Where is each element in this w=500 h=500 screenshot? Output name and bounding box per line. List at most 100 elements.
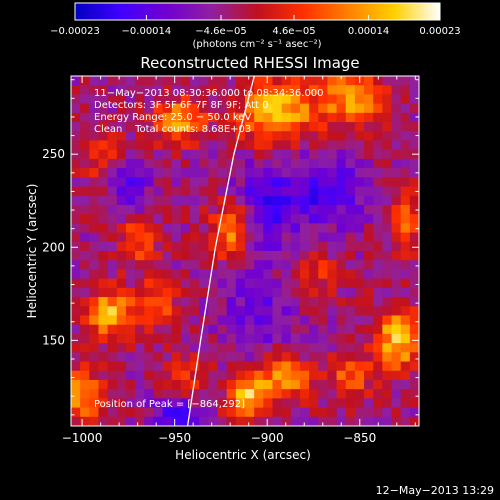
heatmap-cell xyxy=(217,195,228,206)
heatmap-pixels xyxy=(71,76,419,426)
heatmap-cell xyxy=(98,186,109,197)
heatmap-cell xyxy=(245,122,255,132)
heatmap-cell xyxy=(208,306,219,317)
heatmap-cell xyxy=(272,343,283,353)
heatmap-cell xyxy=(400,361,411,372)
heatmap-cell xyxy=(217,361,228,372)
heatmap-cell xyxy=(125,324,136,335)
heatmap-cell xyxy=(245,232,255,243)
heatmap-cell xyxy=(254,112,264,123)
heatmap-cell xyxy=(309,297,319,307)
heatmap-cell xyxy=(107,158,118,169)
heatmap-cell xyxy=(299,186,310,197)
heatmap-cell xyxy=(382,214,393,224)
heatmap-cell xyxy=(318,85,329,96)
heatmap-cell xyxy=(226,232,237,243)
heatmap-cell xyxy=(354,315,365,326)
heatmap-cell xyxy=(71,333,81,344)
heatmap-cell xyxy=(89,177,100,188)
heatmap-cell xyxy=(272,407,283,418)
heatmap-cell xyxy=(171,214,182,224)
heatmap-cell xyxy=(98,195,109,206)
heatmap-cell xyxy=(400,297,411,307)
heatmap-cell xyxy=(254,140,264,151)
heatmap-cell xyxy=(171,158,182,169)
heatmap-cell xyxy=(245,204,255,215)
heatmap-cell xyxy=(98,260,109,271)
heatmap-cell xyxy=(125,241,136,252)
heatmap-cell xyxy=(309,94,319,105)
heatmap-cell xyxy=(190,324,200,335)
heatmap-cell xyxy=(409,333,419,344)
heatmap-cell xyxy=(144,389,155,399)
heatmap-cell xyxy=(409,195,419,206)
heatmap-cell xyxy=(336,168,347,178)
heatmap-cell xyxy=(98,103,109,114)
heatmap-cell xyxy=(107,149,118,160)
heatmap-cell xyxy=(345,260,356,271)
heatmap-cell xyxy=(354,94,365,105)
heatmap-cell xyxy=(373,416,383,426)
heatmap-cell xyxy=(153,370,164,381)
heatmap-cell xyxy=(364,85,374,96)
heatmap-cell xyxy=(272,251,283,261)
heatmap-cell xyxy=(336,158,347,169)
heatmap-cell xyxy=(309,195,319,206)
heatmap-cell xyxy=(272,269,283,280)
heatmap-cell xyxy=(373,306,383,317)
heatmap-cell xyxy=(364,195,374,206)
heatmap-cell xyxy=(208,287,219,298)
heatmap-cell xyxy=(80,407,90,418)
heatmap-cell xyxy=(281,297,292,307)
heatmap-cell xyxy=(327,140,338,151)
heatmap-cell xyxy=(135,260,145,271)
heatmap-cell xyxy=(254,251,264,261)
heatmap-cell xyxy=(153,122,164,132)
heatmap-cell xyxy=(98,416,109,426)
heatmap-cell xyxy=(180,149,191,160)
y-tick-label: 200 xyxy=(42,240,65,254)
heatmap-cell xyxy=(208,186,219,197)
heatmap-cell xyxy=(299,407,310,418)
heatmap-cell xyxy=(345,76,356,86)
heatmap-cell xyxy=(226,214,237,224)
heatmap-cell xyxy=(382,324,393,335)
heatmap-cell xyxy=(245,324,255,335)
heatmap-cell xyxy=(190,407,200,418)
heatmap-cell xyxy=(208,103,219,114)
heatmap-cell xyxy=(153,407,164,418)
heatmap-cell xyxy=(299,269,310,280)
heatmap-cell xyxy=(354,343,365,353)
heatmap-cell xyxy=(208,269,219,280)
heatmap-cell xyxy=(245,214,255,224)
heatmap-cell xyxy=(345,315,356,326)
heatmap-cell xyxy=(382,131,393,142)
heatmap-cell xyxy=(318,297,329,307)
heatmap-cell xyxy=(400,103,411,114)
heatmap-cell xyxy=(71,177,81,188)
heatmap-cell xyxy=(144,287,155,298)
heatmap-cell xyxy=(89,251,100,261)
heatmap-cell xyxy=(144,94,155,105)
heatmap-cell xyxy=(89,149,100,160)
heatmap-cell xyxy=(409,315,419,326)
heatmap-cell xyxy=(226,389,237,399)
heatmap-cell xyxy=(80,76,90,86)
heatmap-cell xyxy=(254,103,264,114)
heatmap-cell xyxy=(80,241,90,252)
heatmap-cell xyxy=(364,177,374,188)
heatmap-cell xyxy=(364,352,374,363)
heatmap-cell xyxy=(107,186,118,197)
heatmap-cell xyxy=(235,131,246,142)
heatmap-cell xyxy=(98,85,109,96)
heatmap-cell xyxy=(354,149,365,160)
heatmap-cell xyxy=(217,315,228,326)
heatmap-cell xyxy=(190,168,200,178)
heatmap-cell xyxy=(382,260,393,271)
heatmap-cell xyxy=(89,379,100,390)
heatmap-cell xyxy=(235,278,246,289)
heatmap-cell xyxy=(263,370,274,381)
heatmap-cell xyxy=(364,333,374,344)
heatmap-cell xyxy=(199,131,209,142)
heatmap-cell xyxy=(391,76,402,86)
